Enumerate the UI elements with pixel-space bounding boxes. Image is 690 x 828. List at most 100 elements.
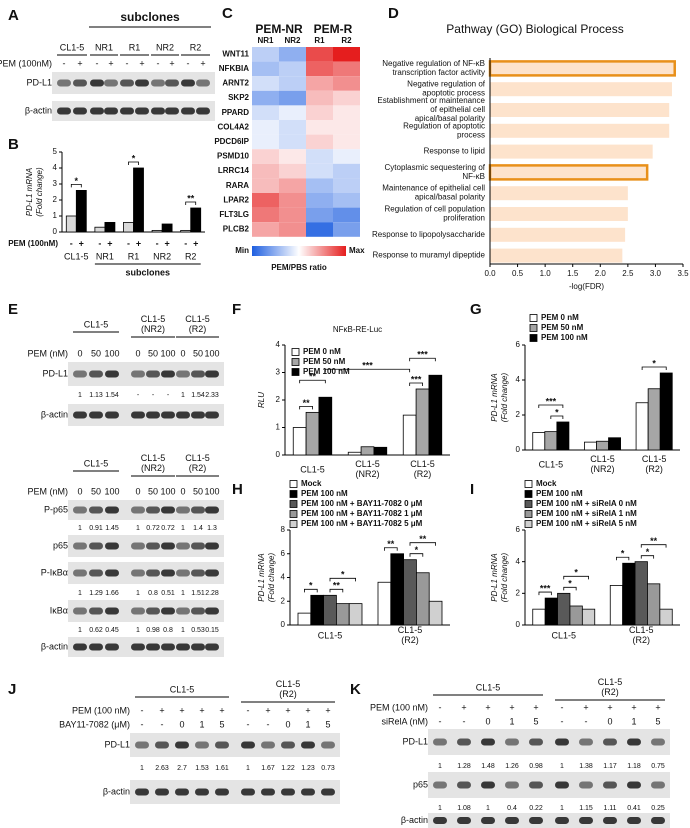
bar: [557, 592, 571, 626]
significance: **: [303, 398, 311, 408]
quantification: 1.23: [301, 765, 315, 772]
condition-value: +: [200, 58, 205, 68]
significance: ***: [362, 361, 373, 371]
heat-cell: [252, 149, 279, 164]
bar: [428, 374, 443, 456]
legend-swatch: [289, 510, 298, 518]
quantification: 1: [560, 805, 564, 812]
heat-cell: [306, 76, 333, 91]
band: [131, 506, 145, 514]
band: [146, 370, 160, 378]
bar: [428, 600, 443, 626]
legend-label: Mock: [536, 479, 557, 488]
x-tick-label: R1: [128, 251, 140, 261]
x-tick-label: CL1-5: [300, 464, 325, 474]
significance: ***: [540, 583, 551, 593]
band: [89, 569, 103, 577]
condition-value: 100: [204, 348, 219, 358]
quantification: 1: [78, 392, 82, 399]
condition-value: +: [325, 705, 330, 715]
bar: [544, 431, 558, 451]
condition-value: 1: [199, 719, 204, 729]
band: [176, 607, 190, 615]
band: [579, 781, 593, 789]
band: [176, 506, 190, 514]
band: [89, 643, 103, 651]
quantification: 0.75: [651, 763, 665, 770]
quantification: 1.54: [105, 392, 119, 399]
bar: [556, 421, 570, 451]
y-tick-label: 0: [53, 227, 58, 236]
band: [135, 788, 149, 796]
significance-bracket: [640, 544, 667, 548]
band: [105, 370, 119, 378]
condition-value: 50: [91, 348, 101, 358]
band: [579, 738, 593, 746]
heat-cell: [333, 120, 360, 135]
row-name: P-IκBα: [41, 567, 68, 577]
condition-value: -: [126, 58, 129, 68]
row-name: PD-L1: [26, 77, 52, 87]
bar: [635, 402, 649, 451]
y-tick-label: 4: [516, 557, 521, 566]
condition-value: 0: [179, 719, 184, 729]
y-tick-label: 8: [281, 525, 286, 534]
band: [151, 107, 165, 115]
condition-value: 1: [305, 719, 310, 729]
panel-label: B: [8, 136, 19, 153]
lane-header: CL1-5 (R2): [598, 677, 623, 697]
quantification: 1.29: [89, 590, 103, 597]
quantification: 1.18: [627, 763, 641, 770]
heat-cell: [333, 76, 360, 91]
group-title: subclones: [120, 10, 180, 24]
quantification: -: [167, 392, 170, 399]
band: [433, 781, 447, 789]
y-tick-label: 2: [516, 410, 521, 419]
band: [579, 817, 593, 824]
bar: [488, 60, 676, 77]
bar: [347, 451, 362, 456]
significance-bracket: [641, 366, 667, 370]
lane-header: CL1-5 (R2): [185, 453, 210, 473]
bar: [180, 229, 192, 233]
heat-cell: [333, 105, 360, 120]
heat-cell: [306, 178, 333, 193]
band: [195, 741, 209, 749]
significance-bracket: [299, 379, 326, 384]
group-header: PEM-NR: [255, 22, 303, 36]
y-tick-label: Response to lipopolysaccharide: [372, 230, 486, 239]
condition-name: PEM (100nM): [0, 58, 52, 68]
row-label: LRRC14: [218, 166, 250, 175]
condition-name: PEM (nM): [28, 348, 69, 358]
band: [131, 569, 145, 577]
significance-bracket: [616, 556, 630, 561]
condition-value: +: [219, 705, 224, 715]
quantification: 0.22: [529, 805, 543, 812]
band: [131, 643, 145, 651]
row-label: PPARD: [222, 108, 250, 117]
label-line: CL1-5: [590, 454, 615, 464]
condition-value: +: [509, 702, 514, 712]
condition-value: -: [161, 719, 164, 729]
band: [165, 79, 179, 87]
band: [73, 643, 87, 651]
bar: [390, 553, 404, 626]
bar: [490, 144, 653, 159]
bar: [348, 603, 363, 626]
lane-header: CL1-5: [84, 319, 109, 329]
condition-value: -: [267, 719, 270, 729]
heat-cell: [333, 134, 360, 150]
band: [457, 738, 471, 746]
significance: **: [187, 193, 195, 203]
condition-value: 1: [631, 716, 636, 726]
quantification: 1: [438, 805, 442, 812]
band: [651, 781, 665, 789]
condition-value: -: [585, 716, 588, 726]
legend-swatch: [524, 490, 533, 498]
heat-cell: [333, 163, 360, 179]
row-label: COL4A2: [217, 122, 249, 131]
quantification: 1.13: [89, 392, 103, 399]
quantification: 1: [78, 590, 82, 597]
condition-value: +: [533, 702, 538, 712]
label-line: process: [457, 130, 485, 139]
